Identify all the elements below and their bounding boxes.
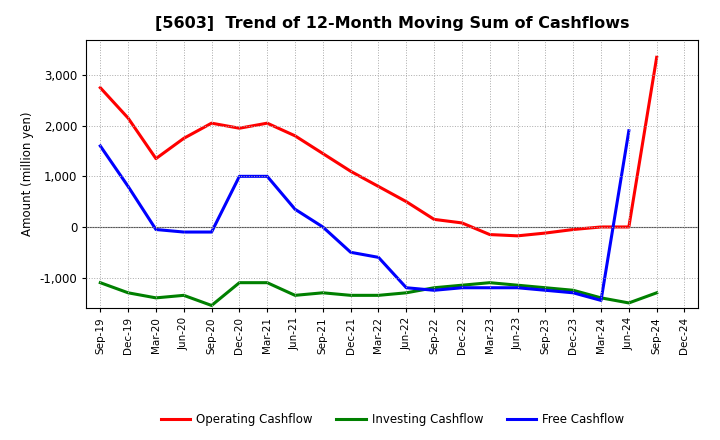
Operating Cashflow — [235, 125, 243, 131]
Operating Cashflow — [597, 224, 606, 230]
Operating Cashflow — [652, 55, 661, 60]
Investing Cashflow — [124, 290, 132, 295]
Investing Cashflow — [458, 282, 467, 288]
Operating Cashflow — [569, 227, 577, 232]
Free Cashflow — [152, 227, 161, 232]
Investing Cashflow — [652, 290, 661, 295]
Operating Cashflow — [96, 85, 104, 90]
Investing Cashflow — [207, 303, 216, 308]
Operating Cashflow — [291, 133, 300, 139]
Investing Cashflow — [485, 280, 494, 285]
Operating Cashflow — [124, 115, 132, 121]
Free Cashflow — [235, 174, 243, 179]
Investing Cashflow — [152, 295, 161, 301]
Investing Cashflow — [235, 280, 243, 285]
Free Cashflow — [207, 229, 216, 235]
Free Cashflow — [179, 229, 188, 235]
Operating Cashflow — [402, 199, 410, 204]
Line: Investing Cashflow: Investing Cashflow — [100, 282, 657, 305]
Investing Cashflow — [179, 293, 188, 298]
Investing Cashflow — [318, 290, 327, 295]
Free Cashflow — [291, 207, 300, 212]
Investing Cashflow — [597, 295, 606, 301]
Operating Cashflow — [152, 156, 161, 161]
Free Cashflow — [485, 285, 494, 290]
Line: Operating Cashflow: Operating Cashflow — [100, 57, 657, 236]
Free Cashflow — [318, 224, 327, 230]
Operating Cashflow — [374, 184, 383, 189]
Operating Cashflow — [346, 169, 355, 174]
Operating Cashflow — [263, 121, 271, 126]
Free Cashflow — [430, 288, 438, 293]
Free Cashflow — [569, 290, 577, 295]
Investing Cashflow — [569, 288, 577, 293]
Investing Cashflow — [346, 293, 355, 298]
Free Cashflow — [402, 285, 410, 290]
Investing Cashflow — [374, 293, 383, 298]
Free Cashflow — [513, 285, 522, 290]
Free Cashflow — [346, 249, 355, 255]
Line: Free Cashflow: Free Cashflow — [100, 131, 629, 301]
Free Cashflow — [597, 298, 606, 303]
Title: [5603]  Trend of 12-Month Moving Sum of Cashflows: [5603] Trend of 12-Month Moving Sum of C… — [155, 16, 630, 32]
Investing Cashflow — [402, 290, 410, 295]
Investing Cashflow — [96, 280, 104, 285]
Operating Cashflow — [624, 224, 633, 230]
Investing Cashflow — [624, 300, 633, 305]
Operating Cashflow — [179, 136, 188, 141]
Investing Cashflow — [430, 285, 438, 290]
Free Cashflow — [263, 174, 271, 179]
Operating Cashflow — [485, 232, 494, 237]
Free Cashflow — [458, 285, 467, 290]
Investing Cashflow — [291, 293, 300, 298]
Free Cashflow — [541, 288, 550, 293]
Operating Cashflow — [458, 220, 467, 226]
Investing Cashflow — [263, 280, 271, 285]
Operating Cashflow — [207, 121, 216, 126]
Operating Cashflow — [430, 217, 438, 222]
Free Cashflow — [96, 143, 104, 149]
Investing Cashflow — [541, 285, 550, 290]
Investing Cashflow — [513, 282, 522, 288]
Legend: Operating Cashflow, Investing Cashflow, Free Cashflow: Operating Cashflow, Investing Cashflow, … — [156, 408, 629, 431]
Operating Cashflow — [513, 233, 522, 238]
Operating Cashflow — [318, 151, 327, 156]
Operating Cashflow — [541, 231, 550, 236]
Free Cashflow — [124, 184, 132, 189]
Y-axis label: Amount (million yen): Amount (million yen) — [21, 112, 34, 236]
Free Cashflow — [624, 128, 633, 133]
Free Cashflow — [374, 255, 383, 260]
